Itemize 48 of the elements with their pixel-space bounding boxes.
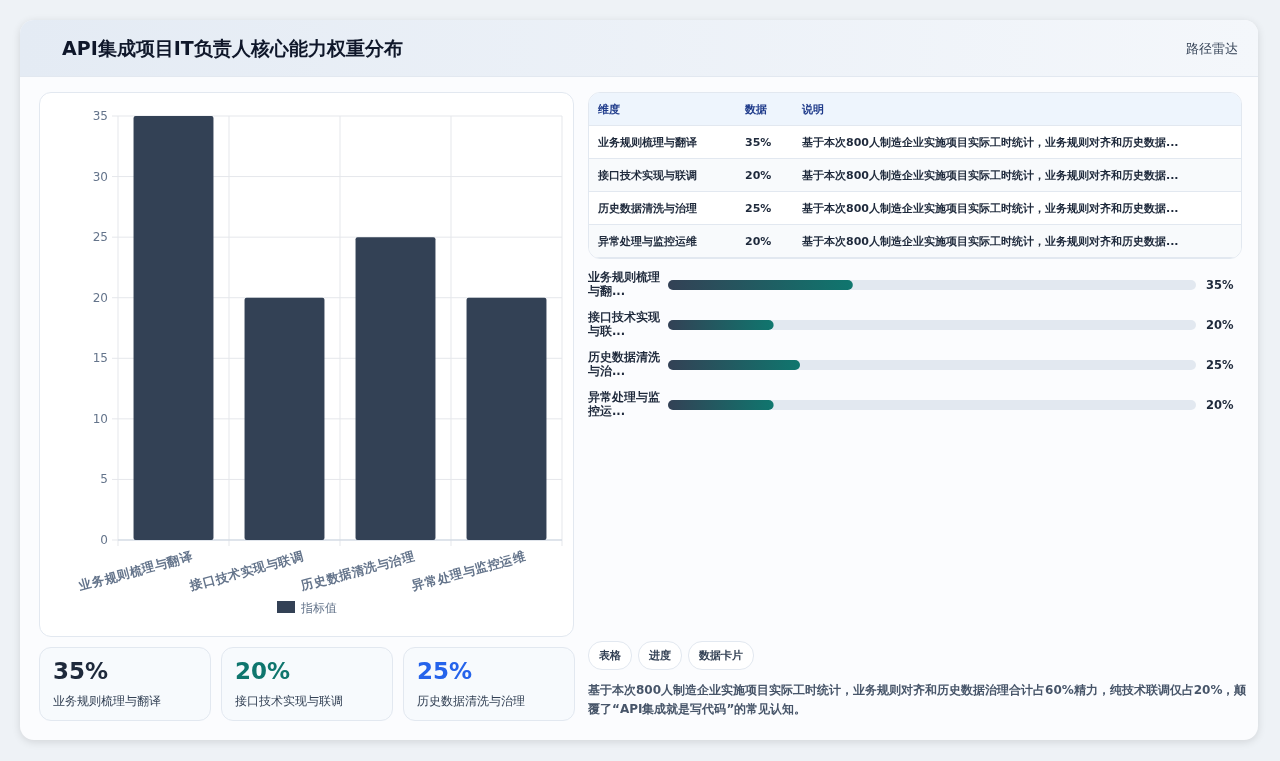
y-tick-label: 接口技术实现与联... bbox=[587, 310, 661, 338]
text: 进度 bbox=[638, 641, 682, 670]
text: 基于本次800人制造企业实施项目实际工时统计，业务规则对齐和历史数据... bbox=[793, 125, 1241, 159]
data-label: 25% bbox=[1206, 358, 1234, 372]
text: 历史数据清洗与治理 bbox=[417, 694, 525, 709]
text: 表格 bbox=[588, 641, 632, 670]
y-tick-label: 30 bbox=[92, 169, 108, 184]
text: 25% bbox=[417, 658, 473, 684]
text: 25% bbox=[736, 191, 793, 225]
text: 异常处理与监控运维 bbox=[589, 224, 736, 258]
y-tick-label: 20 bbox=[92, 290, 108, 305]
y-tick-label: 10 bbox=[92, 411, 108, 426]
text: 35% bbox=[53, 658, 109, 684]
text: 说明 bbox=[793, 93, 1241, 126]
bar bbox=[133, 116, 214, 540]
text: 维度 bbox=[589, 93, 736, 126]
y-tick-label: 历史数据清洗与治... bbox=[587, 350, 661, 378]
text: 20% bbox=[235, 658, 291, 684]
legend-label: 指标值 bbox=[300, 601, 337, 615]
text: 业务规则梳理与翻译 bbox=[53, 694, 161, 709]
text: 基于本次800人制造企业实施项目实际工时统计，业务规则对齐和历史数据... bbox=[793, 224, 1241, 258]
bar bbox=[355, 237, 436, 540]
y-tick-label: 业务规则梳理与翻... bbox=[587, 270, 660, 298]
y-tick-label: 0 bbox=[100, 533, 108, 547]
data-label: 35% bbox=[1206, 278, 1234, 292]
text: 基于本次800人制造企业实施项目实际工时统计，业务规则对齐和历史数据... bbox=[793, 158, 1241, 192]
text: 接口技术实现与联调 bbox=[235, 694, 343, 709]
bar bbox=[466, 297, 547, 540]
y-tick-label: 25 bbox=[92, 230, 108, 245]
y-tick-label: 异常处理与监控运... bbox=[587, 390, 660, 418]
text: 数据 bbox=[736, 93, 793, 126]
data-label: 20% bbox=[1206, 398, 1234, 412]
y-tick-label: 15 bbox=[92, 351, 108, 366]
text: 历史数据清洗与治理 bbox=[589, 191, 736, 225]
bar bbox=[244, 297, 325, 540]
text: 20% bbox=[736, 158, 793, 192]
text: 路径雷达 bbox=[1186, 40, 1238, 58]
text: 基于本次800人制造企业实施项目实际工时统计，业务规则对齐和历史数据治理合计占60%精力，纯技术联调仅占20%，颠覆了“API集成就是写代码”的常见认知。 bbox=[588, 682, 1248, 718]
text: 35% bbox=[736, 125, 793, 159]
y-tick-label: 5 bbox=[100, 472, 108, 487]
text: 业务规则梳理与翻译 bbox=[589, 125, 736, 159]
text: 接口技术实现与联调 bbox=[589, 158, 736, 192]
y-tick-label: 35 bbox=[92, 109, 108, 123]
text: 数据卡片 bbox=[688, 641, 754, 670]
chart-title: API集成项目IT负责人核心能力权重分布 bbox=[62, 36, 403, 61]
text: 20% bbox=[736, 224, 793, 258]
text: 基于本次800人制造企业实施项目实际工时统计，业务规则对齐和历史数据... bbox=[793, 191, 1241, 225]
data-label: 20% bbox=[1206, 318, 1234, 332]
